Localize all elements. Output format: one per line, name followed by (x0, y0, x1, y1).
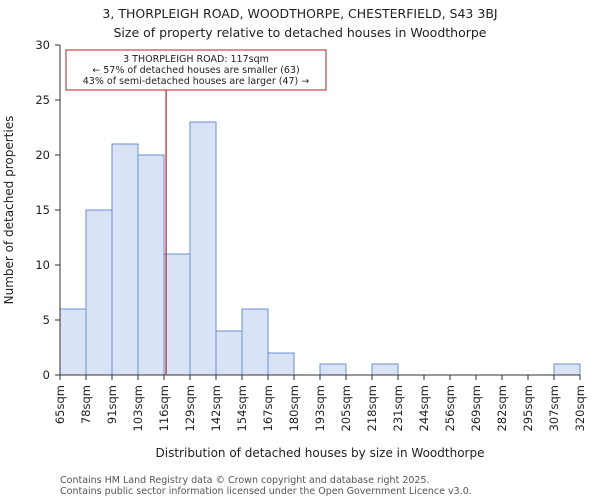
y-axis-label: Number of detached properties (2, 116, 16, 305)
x-tick-label-218sqm: 218sqm (365, 385, 379, 431)
y-tick-label-30: 30 (35, 38, 50, 52)
x-tick-label-154sqm: 154sqm (235, 385, 249, 431)
bar-154sqm (241, 308, 269, 376)
bar-103sqm (137, 154, 165, 376)
footer-line-1: Contains HM Land Registry data © Crown c… (60, 475, 430, 486)
x-tick-label-65sqm: 65sqm (53, 385, 67, 424)
y-tick-label-0: 0 (43, 368, 50, 382)
y-tick-label-15: 15 (35, 203, 50, 217)
bar-65sqm (59, 308, 87, 376)
x-tick-label-129sqm: 129sqm (183, 385, 197, 431)
bars-layer (59, 121, 581, 376)
x-tick-label-282sqm: 282sqm (495, 385, 509, 431)
x-tick-labels: 65sqm 78sqm 91sqm 103sqm 116sqm 129sqm 142sqm 1… (53, 375, 587, 431)
bar-218sqm (371, 363, 399, 376)
footer-line-2: Contains public sector information licen… (60, 486, 472, 497)
x-tick-label-180sqm: 180sqm (287, 385, 301, 431)
x-tick-label-193sqm: 193sqm (313, 385, 327, 431)
bar-78sqm (85, 209, 113, 376)
y-tick-label-20: 20 (35, 148, 50, 162)
annotation-line-2: ← 57% of detached houses are smaller (63… (92, 65, 299, 76)
x-axis-label: Distribution of detached houses by size … (156, 446, 485, 460)
x-tick-label-320sqm: 320sqm (573, 385, 587, 431)
annotation-line-3: 43% of semi-detached houses are larger (… (83, 76, 310, 87)
y-tick-label-5: 5 (43, 313, 50, 327)
x-tick-label-142sqm: 142sqm (209, 385, 223, 431)
annotation-frame (65, 49, 327, 91)
bar-142sqm (215, 330, 243, 376)
x-tick-label-295sqm: 295sqm (521, 385, 535, 431)
bar-167sqm (267, 352, 295, 376)
annotation-line-1: 3 THORPLEIGH ROAD: 117sqm (123, 54, 269, 65)
bar-129sqm (189, 121, 217, 376)
x-tick-label-231sqm: 231sqm (391, 385, 405, 431)
y-tick-labels: 0 5 10 15 20 25 30 (35, 38, 60, 382)
bar-116sqm (163, 253, 191, 376)
x-tick-label-91sqm: 91sqm (105, 385, 119, 424)
y-tick-label-25: 25 (35, 93, 50, 107)
x-tick-label-307sqm: 307sqm (547, 385, 561, 431)
x-tick-label-256sqm: 256sqm (443, 385, 457, 431)
chart-subtitle: Size of property relative to detached ho… (113, 25, 486, 40)
x-tick-label-103sqm: 103sqm (131, 385, 145, 431)
y-tick-label-10: 10 (35, 258, 50, 272)
annotation-box: 3 THORPLEIGH ROAD: 117sqm ← 57% of detac… (65, 49, 327, 91)
bar-193sqm (319, 363, 347, 376)
chart-title: 3, THORPLEIGH ROAD, WOODTHORPE, CHESTERF… (102, 6, 497, 21)
bar-307sqm (553, 363, 581, 376)
x-tick-label-269sqm: 269sqm (469, 385, 483, 431)
x-tick-label-78sqm: 78sqm (79, 385, 93, 424)
x-tick-label-116sqm: 116sqm (157, 385, 171, 431)
x-tick-label-205sqm: 205sqm (339, 385, 353, 431)
x-tick-label-244sqm: 244sqm (417, 385, 431, 431)
bar-91sqm (111, 143, 139, 376)
x-tick-label-167sqm: 167sqm (261, 385, 275, 431)
